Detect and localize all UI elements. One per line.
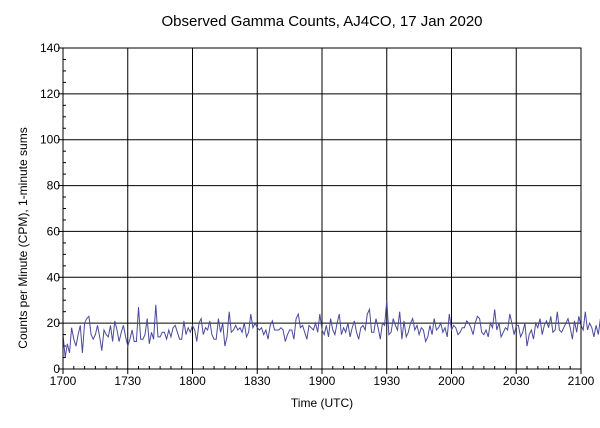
y-tick-label: 80 <box>47 179 61 193</box>
x-tick-label: 1730 <box>114 374 141 388</box>
y-tick-label: 100 <box>40 133 60 147</box>
x-tick-label: 1930 <box>373 374 400 388</box>
y-tick-label: 20 <box>47 316 61 330</box>
y-tick-label: 140 <box>40 41 60 55</box>
plot-border <box>62 47 582 370</box>
y-tick-label: 40 <box>47 270 61 284</box>
y-axis-label: Counts per Minute (CPM), 1-minute sums <box>16 127 30 348</box>
x-tick-label: 2000 <box>438 374 465 388</box>
y-tick-label: 0 <box>53 362 60 376</box>
series-line-gamma-counts <box>62 300 600 358</box>
x-tick-labels: 1700 1730 1800 1830 1900 1930 2000 2030 2100 <box>50 374 595 388</box>
y-tick-labels: 0 20 40 60 80 100 120 140 <box>40 41 60 376</box>
x-tick-label: 1800 <box>179 374 206 388</box>
y-tick-label: 120 <box>40 87 60 101</box>
x-tick-label: 1900 <box>309 374 336 388</box>
y-tick-label: 60 <box>47 224 61 238</box>
x-tick-label: 1830 <box>244 374 271 388</box>
x-tick-label: 2030 <box>503 374 530 388</box>
x-tick-label: 2100 <box>568 374 595 388</box>
chart-title: Observed Gamma Counts, AJ4CO, 17 Jan 202… <box>162 13 483 30</box>
x-tick-label: 1700 <box>50 374 77 388</box>
x-axis-label: Time (UTC) <box>291 396 353 410</box>
